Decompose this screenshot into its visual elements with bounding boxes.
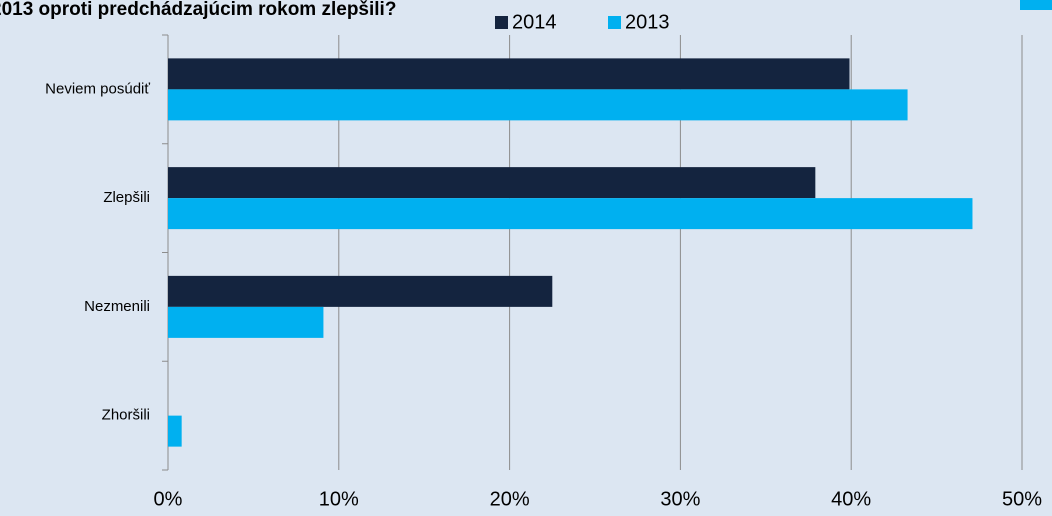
- legend-swatch: [608, 16, 621, 29]
- bar: [168, 306, 324, 338]
- legend-label: 2014: [512, 11, 557, 33]
- x-tick-label: 50%: [1002, 488, 1042, 510]
- bar: [168, 275, 553, 307]
- x-tick-label: 0%: [154, 488, 183, 510]
- x-tick-label: 20%: [490, 488, 530, 510]
- x-tick-label: 30%: [660, 488, 700, 510]
- bar: [168, 167, 816, 199]
- legend-swatch: [495, 16, 508, 29]
- chart-title: 2013 oproti predchádzajúcim rokom zlepši…: [0, 0, 396, 20]
- y-tick-label: Zlepšili: [103, 189, 150, 206]
- y-tick-label: Nezmenili: [84, 298, 150, 315]
- corner-decoration: [1020, 0, 1052, 10]
- y-tick-label: Zhoršili: [102, 407, 150, 424]
- legend-label: 2013: [625, 11, 670, 33]
- bar: [168, 89, 908, 121]
- x-tick-label: 40%: [831, 488, 871, 510]
- y-tick-label: Neviem posúdiť: [45, 80, 150, 97]
- bar: [168, 198, 973, 230]
- bar: [168, 58, 850, 90]
- bar: [168, 415, 182, 447]
- x-tick-label: 10%: [319, 488, 359, 510]
